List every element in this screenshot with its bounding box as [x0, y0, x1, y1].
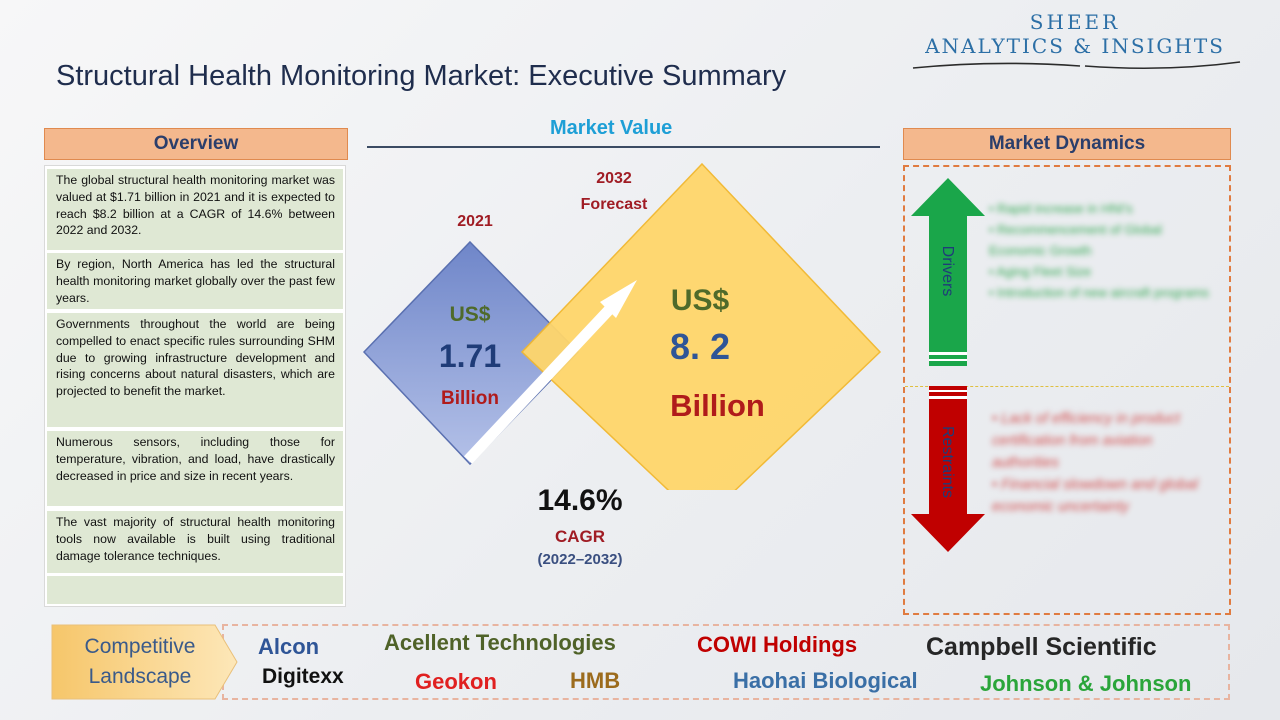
company-geokon: Geokon	[415, 669, 497, 694]
growth-arrow-head	[600, 280, 637, 318]
drivers-arrow-icon	[911, 178, 985, 366]
driver-item: Recommencement of Global Economic Growth	[989, 219, 1219, 261]
overview-panel: The global structural health monitoring …	[44, 165, 346, 607]
drivers-list: Rapid increase in HNI's Recommencement o…	[989, 198, 1219, 303]
value-2032-amount: 8. 2	[669, 326, 731, 367]
company-johnson-johnson: Johnson & Johnson	[980, 671, 1192, 696]
value-2032-currency: US$	[670, 284, 730, 317]
value-2021-amount: 1.71	[438, 338, 502, 374]
dynamics-arrows	[911, 178, 985, 552]
drivers-label-wrap: Drivers	[932, 240, 962, 310]
overview-paragraph: The global structural health monitoring …	[47, 169, 343, 250]
value-2032-unit: Billion	[670, 388, 765, 423]
market-value-heading: Market Value	[550, 117, 673, 139]
cagr-label: CAGR	[554, 527, 606, 546]
diamond-2032	[520, 162, 882, 490]
competitive-label-line-1: Competitive	[84, 635, 196, 658]
competitive-label-line-2: Landscape	[88, 665, 192, 688]
overview-paragraph: The vast majority of structural health m…	[47, 511, 343, 573]
company-digitexx: Digitexx	[262, 665, 344, 688]
market-value-graphic	[362, 162, 882, 490]
company-haohai-biological: Haohai Biological	[733, 668, 918, 693]
company-acellent-technologies: Acellent Technologies	[384, 630, 616, 655]
year-2021-label: 2021	[457, 213, 493, 230]
cagr-period: (2022–2032)	[537, 551, 623, 568]
year-2032-label: 2032	[596, 170, 632, 187]
market-dynamics-heading: Market Dynamics	[903, 128, 1231, 160]
company-campbell-scientific: Campbell Scientific	[926, 633, 1157, 661]
overview-empty-row	[47, 576, 343, 604]
competitive-landscape-chevron	[51, 624, 238, 700]
driver-item: Rapid increase in HNI's	[989, 198, 1219, 219]
overview-paragraph: Governments throughout the world are bei…	[47, 313, 343, 427]
forecast-label: Forecast	[580, 196, 648, 213]
dynamics-divider	[905, 386, 1229, 387]
growth-arrow-shaft	[463, 292, 627, 464]
brand-logo: SHEER ANALYTICS & INSIGHTS	[905, 8, 1245, 74]
company-cowi-holdings: COWI Holdings	[697, 632, 858, 657]
company-alcon: Alcon	[258, 634, 320, 659]
overview-heading: Overview	[44, 128, 348, 160]
page-title: Structural Health Monitoring Market: Exe…	[56, 60, 787, 92]
restraints-list: Lack of efficiency in product certificat…	[992, 408, 1220, 518]
diamond-2021	[362, 240, 580, 466]
value-2021-unit: Billion	[440, 388, 500, 409]
logo-line-2: ANALYTICS & INSIGHTS	[925, 34, 1225, 58]
restraints-label-wrap: Restraints	[932, 420, 962, 510]
restraints-arrow-icon	[911, 386, 985, 552]
market-dynamics-panel	[903, 165, 1231, 615]
restraint-item: Financial slowdown and global economic u…	[992, 474, 1220, 518]
cagr-value: 14.6%	[537, 484, 623, 517]
driver-item: Introduction of new aircraft programs	[989, 282, 1219, 303]
overview-paragraph: Numerous sensors, including those for te…	[47, 431, 343, 506]
value-2021-currency: US$	[449, 303, 491, 326]
logo-swoosh	[912, 61, 1241, 70]
company-hmb: HMB	[570, 668, 621, 693]
drivers-label: Drivers	[939, 245, 956, 297]
competitive-landscape-label: Competitive Landscape	[50, 632, 230, 692]
restraints-label: Restraints	[939, 425, 956, 499]
driver-item: Aging Fleet Size	[989, 261, 1219, 282]
restraint-item: Lack of efficiency in product certificat…	[992, 408, 1220, 474]
logo-line-1: SHEER	[1029, 10, 1121, 34]
market-value-divider	[367, 146, 880, 148]
overview-paragraph: By region, North America has led the str…	[47, 253, 343, 309]
